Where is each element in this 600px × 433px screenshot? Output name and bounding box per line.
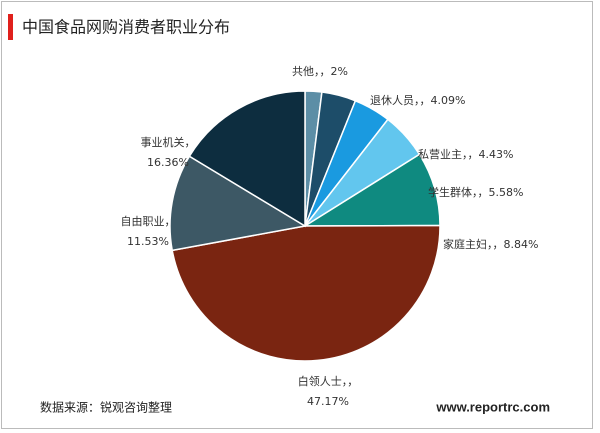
pie: 共他，，2% 退休人员，，4.09% 私营业主，，4.43% 学生群体，，5.58% 家… [121,65,539,408]
slice-label: 家庭主妇，， [443,237,504,251]
slice-label: 事业机关， [141,135,196,149]
slice-value-label: 16.36% [147,156,189,169]
slice-label-group: 退休人员，，4.09% [370,94,465,107]
slice-label: 白领人士，， [298,374,359,388]
slice-label: 共他，， [292,65,331,78]
slice-label: 学生群体，， [428,185,489,199]
slice-value-label: 8.84% [504,238,539,251]
slice-label-group: 私营业主，，4.43% [418,147,513,161]
slice-value-label: 11.53% [127,235,169,248]
slice-label: 私营业主，， [418,147,479,161]
slice-label-group: 家庭主妇，，8.84% [443,237,538,251]
slice-value-label: 47.17% [307,395,349,408]
slice-value-label: 2% [331,65,348,78]
source: 数据来源：锐观咨询整理 [40,400,172,415]
slice-label: 退休人员，， [370,94,431,107]
slice-value-label: 4.43% [479,148,514,161]
slice-value-label: 5.58% [489,186,524,199]
title-accent [8,14,13,40]
slice-value-label: 4.09% [431,94,466,107]
website: www.reportrc.com [435,399,550,414]
slice-label-group: 共他，，2% [292,65,348,78]
chart-title: 中国食品网购消费者职业分布 [22,18,230,37]
pie-slice [169,155,308,252]
pie-slice [171,224,441,362]
pie-slice [188,90,306,228]
slice-label-group: 学生群体，，5.58% [428,185,523,199]
slice-label: 自由职业， [121,214,176,228]
